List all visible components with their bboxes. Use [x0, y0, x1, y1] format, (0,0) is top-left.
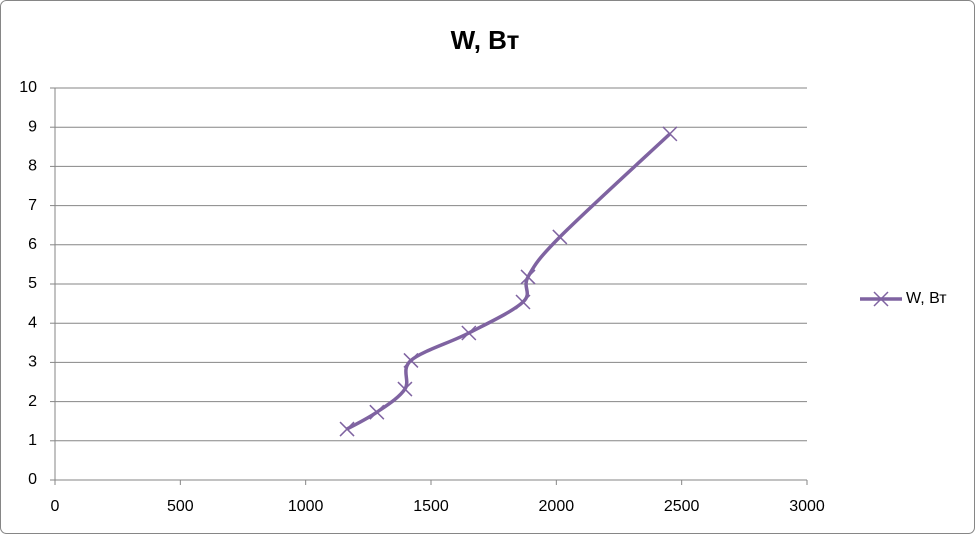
x-tick-label: 1000: [288, 498, 324, 515]
x-tick-label: 0: [51, 498, 60, 515]
data-point: [552, 229, 568, 245]
y-tick-label: 5: [28, 275, 37, 292]
y-tick-label: 3: [28, 354, 37, 371]
data-point: [403, 352, 419, 368]
x-tick-label: 2000: [539, 498, 575, 515]
legend-marker: [873, 291, 889, 307]
y-tick-label: 0: [28, 471, 37, 488]
data-point: [461, 325, 477, 341]
y-tick-label: 10: [19, 79, 37, 96]
x-tick-label: 1500: [413, 498, 449, 515]
y-tick-label: 1: [28, 432, 37, 449]
data-point: [339, 421, 355, 437]
data-point: [397, 381, 413, 397]
data-point: [520, 269, 536, 285]
x-tick-label: 500: [167, 498, 194, 515]
y-tick-label: 8: [28, 158, 37, 175]
chart-title: W, Вт: [451, 25, 520, 55]
data-point: [369, 404, 385, 420]
data-point: [662, 126, 678, 142]
y-tick-label: 6: [28, 236, 37, 253]
x-tick-label: 3000: [789, 498, 825, 515]
y-tick-label: 4: [28, 314, 37, 331]
y-tick-label: 2: [28, 393, 37, 410]
x-tick-label: 2500: [664, 498, 700, 515]
y-tick-label: 7: [28, 197, 37, 214]
y-tick-label: 9: [28, 118, 37, 135]
legend-label: W, Вт: [906, 290, 947, 307]
data-point: [515, 294, 531, 310]
